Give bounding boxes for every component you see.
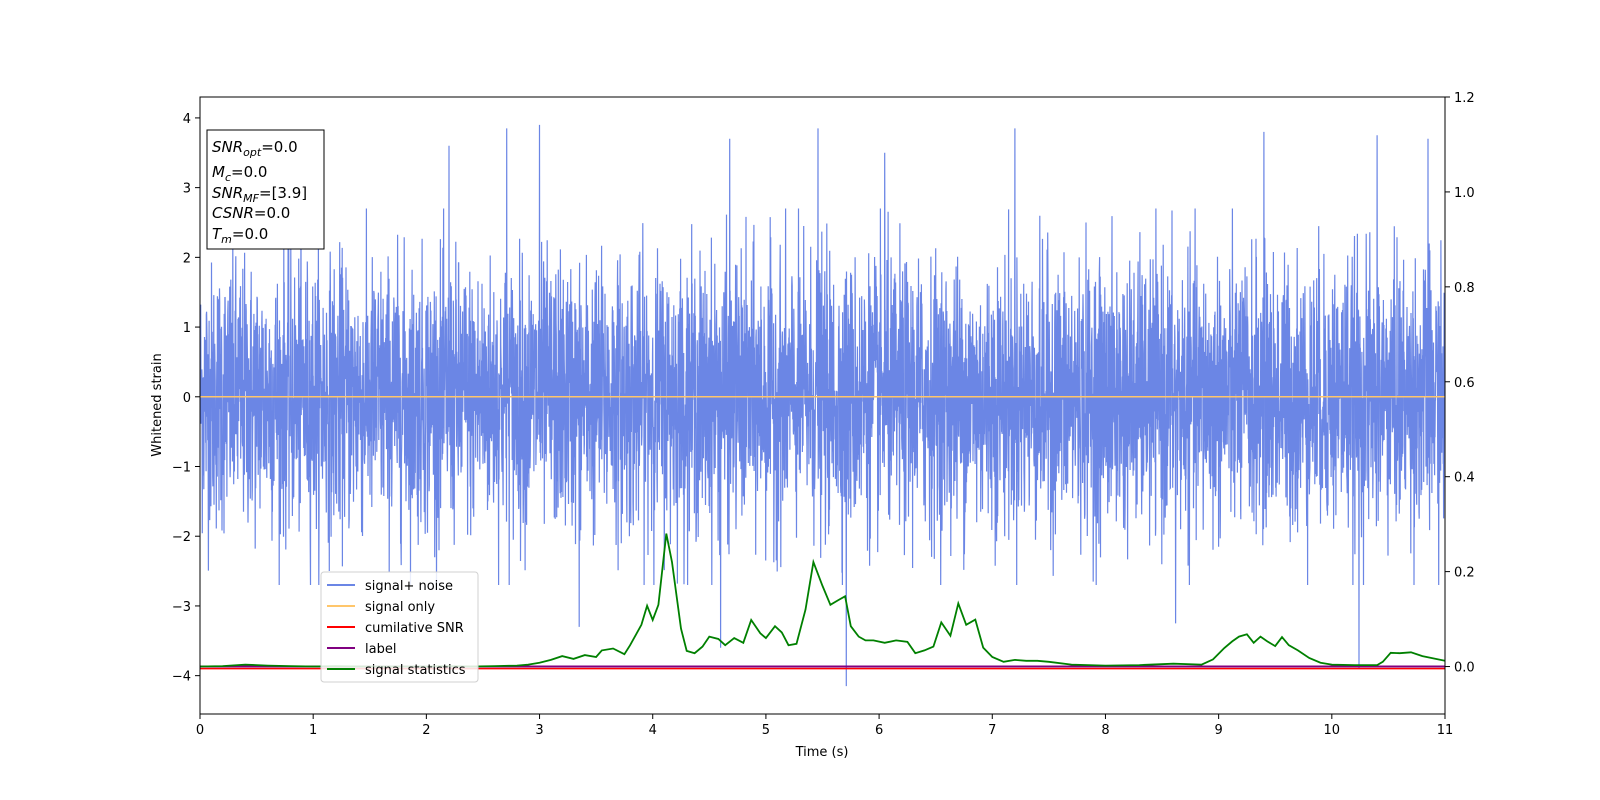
legend-label-label: label — [365, 642, 396, 657]
x-tick-label: 5 — [762, 723, 770, 738]
y-axis-label: Whitened strain — [150, 353, 165, 456]
y-right-tick-label: 0.6 — [1454, 376, 1475, 391]
x-tick-label: 3 — [535, 723, 543, 738]
axes-frame — [199, 96, 1446, 715]
y-axis-right: 1.2 1.0 0.8 0.6 0.4 0.2 0.0 — [1445, 91, 1475, 676]
stats-box: SNRopt=0.0 Mc=0.0 SNRMF=[3.9] CSNR=0.0 T… — [206, 129, 325, 250]
y-tick-label: −4 — [172, 670, 191, 685]
stats-snr-opt: SNRopt=0.0 — [212, 138, 298, 159]
x-tick-label: 9 — [1214, 723, 1222, 738]
legend-frame — [320, 571, 479, 683]
legend-label-cumulative-snr: cumilative SNR — [365, 621, 464, 636]
y-right-tick-label: 0.8 — [1454, 281, 1475, 296]
series-signal-noise-line — [200, 124, 1445, 687]
x-tick-label: 10 — [1324, 723, 1341, 738]
x-axis-label: Time (s) — [795, 745, 849, 760]
stats-box-frame — [206, 129, 325, 250]
series-signal-statistics-line — [200, 533, 1445, 668]
y-right-tick-label: 0.4 — [1454, 471, 1475, 486]
y-right-tick-label: 0.2 — [1454, 566, 1475, 581]
y-tick-label: −1 — [172, 461, 191, 476]
y-right-tick-label: 0.0 — [1454, 661, 1475, 676]
x-axis: 0 1 2 3 4 5 6 7 8 9 10 11 — [196, 714, 1453, 738]
stats-snr-mf: SNRMF=[3.9] — [212, 184, 307, 205]
legend-label-signal-statistics: signal statistics — [365, 663, 466, 678]
y-tick-label: −2 — [172, 530, 191, 545]
x-tick-label: 2 — [422, 723, 430, 738]
legend: signal+ noise signal only cumilative SNR… — [320, 571, 479, 683]
stats-csnr: CSNR=0.0 — [212, 204, 290, 222]
y-tick-label: 1 — [183, 321, 191, 336]
x-tick-label: 7 — [988, 723, 996, 738]
x-tick-label: 11 — [1437, 723, 1454, 738]
y-axis-left: 4 3 2 1 0 −1 −2 −3 −4 — [172, 112, 200, 685]
y-tick-label: 3 — [183, 182, 191, 197]
x-tick-label: 1 — [309, 723, 317, 738]
y-tick-label: −3 — [172, 600, 191, 615]
legend-label-signal-only: signal only — [365, 600, 435, 615]
y-right-tick-label: 1.2 — [1454, 91, 1475, 106]
x-tick-label: 8 — [1101, 723, 1109, 738]
x-tick-label: 4 — [649, 723, 657, 738]
stats-tm: Tm=0.0 — [212, 225, 268, 246]
y-tick-label: 4 — [183, 112, 191, 127]
x-tick-label: 0 — [196, 723, 204, 738]
x-tick-label: 6 — [875, 723, 883, 738]
y-tick-label: 2 — [183, 251, 191, 266]
legend-label-signal-noise: signal+ noise — [365, 579, 453, 594]
stats-mc: Mc=0.0 — [212, 163, 267, 184]
y-right-tick-label: 1.0 — [1454, 186, 1475, 201]
y-tick-label: 0 — [183, 391, 191, 406]
